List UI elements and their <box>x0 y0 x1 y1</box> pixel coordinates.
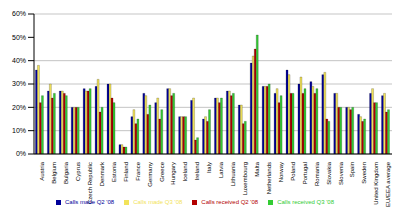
svg-text:Bulgaria: Bulgaria <box>63 161 69 184</box>
svg-text:Spain: Spain <box>349 162 355 177</box>
svg-text:Portugal: Portugal <box>302 162 308 184</box>
svg-text:Hungary: Hungary <box>170 162 176 185</box>
svg-text:Estonia: Estonia <box>111 161 117 182</box>
svg-text:Iceland: Iceland <box>182 162 188 181</box>
svg-text:Ireland: Ireland <box>194 162 200 180</box>
svg-text:Cyprus: Cyprus <box>75 162 81 181</box>
svg-text:50%: 50% <box>12 34 26 41</box>
svg-text:10%: 10% <box>12 127 26 134</box>
svg-text:Denmark: Denmark <box>99 161 105 186</box>
svg-text:EU/EEA average: EU/EEA average <box>385 161 391 207</box>
html-text:Calls made Q3 '08: Calls made Q3 '08 <box>133 199 183 205</box>
svg-text:Finland: Finland <box>123 162 129 182</box>
svg-text:60%: 60% <box>12 10 26 17</box>
svg-text:Netherlands: Netherlands <box>266 162 272 194</box>
svg-text:Belgium: Belgium <box>51 162 57 184</box>
svg-text:20%: 20% <box>12 104 26 111</box>
svg-text:Malta: Malta <box>254 161 260 176</box>
svg-text:Czech Republic: Czech Republic <box>87 162 93 204</box>
svg-text:Romania: Romania <box>314 161 320 186</box>
svg-text:Slovakia: Slovakia <box>326 161 332 184</box>
svg-text:Lithuania: Lithuania <box>230 161 236 186</box>
html-text:Calls received Q2 '08: Calls received Q2 '08 <box>201 199 259 205</box>
svg-text:Poland: Poland <box>290 162 296 181</box>
svg-text:Austria: Austria <box>39 161 45 180</box>
svg-text:Italy: Italy <box>206 162 212 173</box>
svg-text:United Kingdom: United Kingdom <box>373 162 379 205</box>
svg-text:Luxembourg: Luxembourg <box>242 162 248 195</box>
svg-text:Latvia: Latvia <box>218 161 224 178</box>
svg-text:40%: 40% <box>12 57 26 64</box>
svg-text:Germany: Germany <box>147 162 153 187</box>
html-text:Calls made Q2 '08: Calls made Q2 '08 <box>65 199 115 205</box>
svg-text:Norway: Norway <box>278 162 284 182</box>
svg-text:Sweden: Sweden <box>361 162 367 184</box>
svg-text:Greece: Greece <box>159 161 165 181</box>
svg-text:30%: 30% <box>12 80 26 87</box>
svg-text:0%: 0% <box>16 150 26 157</box>
svg-text:France: France <box>135 161 141 180</box>
svg-text:Slovenia: Slovenia <box>338 161 344 185</box>
html-text:Calls received Q3 '08: Calls received Q3 '08 <box>277 199 334 205</box>
